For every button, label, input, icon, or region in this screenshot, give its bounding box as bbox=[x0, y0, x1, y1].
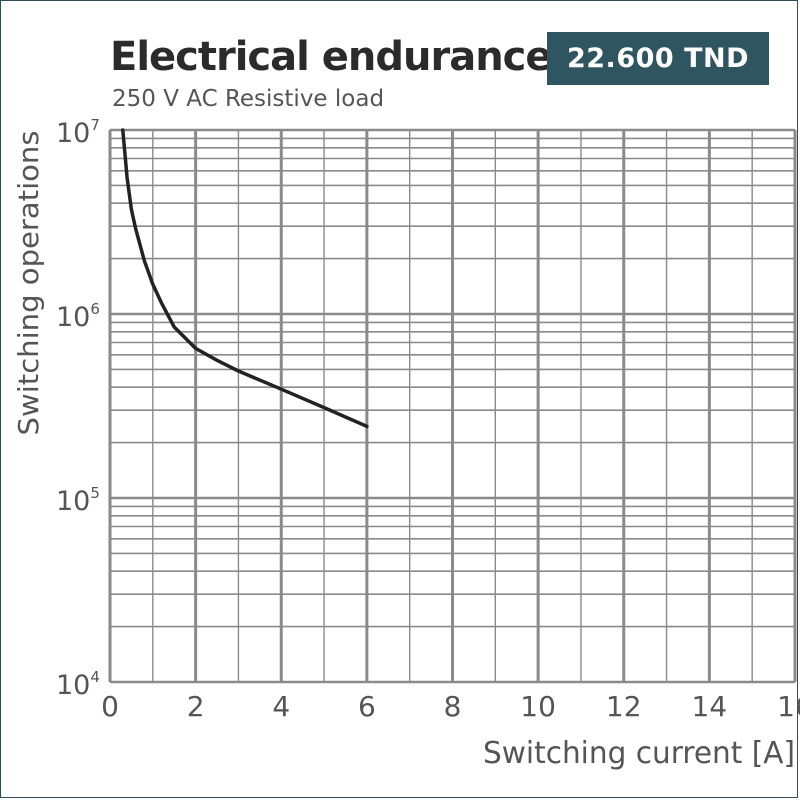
x-tick-label: 14 bbox=[692, 690, 728, 723]
grid-major-lines bbox=[108, 128, 797, 684]
x-tick-label: 10 bbox=[520, 690, 556, 723]
x-tick-label: 0 bbox=[101, 690, 119, 723]
endurance-curve bbox=[121, 128, 369, 429]
x-tick-label: 16 bbox=[777, 690, 800, 723]
price-badge: 22.600 TND bbox=[547, 32, 769, 85]
x-tick-labels: 0 2 4 6 8 10 12 14 16 bbox=[101, 690, 800, 723]
y-tick-label: 106 bbox=[56, 300, 100, 333]
x-axis-label: Switching current [A] bbox=[483, 736, 795, 771]
x-tick-label: 2 bbox=[187, 690, 205, 723]
x-tick-label: 6 bbox=[358, 690, 376, 723]
x-tick-label: 12 bbox=[606, 690, 642, 723]
y-tick-label: 107 bbox=[56, 116, 100, 149]
y-tick-labels: 107 106 105 104 bbox=[56, 116, 100, 701]
y-tick-label: 105 bbox=[56, 484, 100, 517]
x-tick-label: 8 bbox=[444, 690, 462, 723]
chart-title: Electrical endurance bbox=[110, 34, 553, 80]
y-axis-label: Switching operations bbox=[12, 131, 45, 436]
chart-subtitle: 250 V AC Resistive load bbox=[112, 86, 385, 112]
x-tick-label: 4 bbox=[272, 690, 290, 723]
y-tick-label: 104 bbox=[56, 668, 100, 701]
